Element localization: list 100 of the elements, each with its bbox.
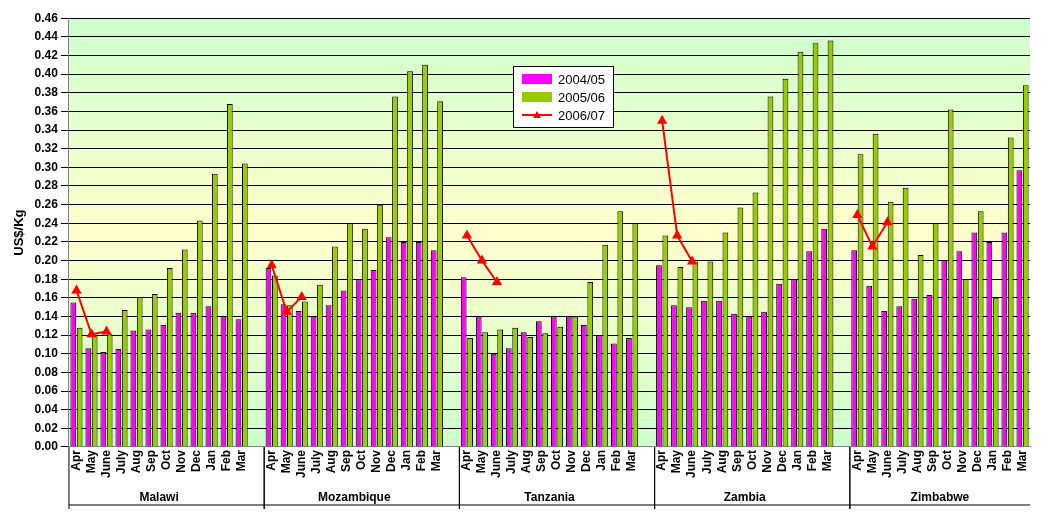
y-tick-label: 0.06: [34, 383, 59, 398]
x-tick-label: Mar: [233, 449, 248, 472]
y-tick-label: 0.14: [34, 308, 59, 323]
point: [282, 306, 292, 315]
y-tick-label: 0.34: [34, 122, 59, 137]
text: Mozambique: [317, 490, 391, 504]
y-tick-label: 0.22: [34, 234, 59, 249]
x-tick-label: Nov: [954, 449, 969, 473]
point: [672, 230, 682, 239]
x-tick-label: May: [669, 449, 684, 474]
y-tick-label: 0.16: [34, 290, 59, 305]
x-tick-label: Jan: [203, 449, 218, 471]
x-tick-label: Jan: [399, 449, 414, 471]
point: [297, 291, 307, 300]
x-tick-label: Oct: [744, 449, 759, 471]
legend-label: 2004/05: [558, 71, 605, 87]
y-axis-title: US$/Kg: [11, 209, 27, 256]
y-tick-label: 0.36: [34, 103, 59, 118]
x-tick-label: Jan: [594, 449, 609, 471]
x-tick-label: Mar: [624, 449, 639, 472]
y-tick-label: 0.42: [34, 47, 59, 62]
point: [492, 277, 502, 285]
x-tick-label: Sep: [143, 449, 158, 473]
point: [867, 241, 877, 250]
x-tick-label: July: [699, 449, 714, 475]
point: [882, 217, 892, 226]
x-tick-label: May: [864, 449, 879, 474]
x-tick-label: Sep: [924, 449, 939, 473]
legend-label: 2005/06: [558, 89, 605, 105]
text: Tanzania: [524, 490, 576, 504]
x-tick-label: Feb: [218, 449, 233, 472]
point: [267, 260, 277, 269]
x-tick-label: Oct: [939, 449, 954, 471]
x-tick-label: June: [684, 449, 699, 479]
x-tick-label: Dec: [774, 449, 789, 473]
x-tick-label: Feb: [804, 449, 819, 472]
x-tick-label: Nov: [759, 449, 774, 473]
x-tick-label: Jan: [984, 449, 999, 471]
x-tick-label: Apr: [68, 449, 83, 471]
x-tick-label: Sep: [339, 449, 354, 473]
y-tick-label: 0.00: [34, 439, 59, 454]
x-tick-label: May: [279, 449, 294, 474]
point: [477, 255, 487, 264]
x-tick-label: Feb: [609, 449, 624, 472]
x-tick-label: Oct: [549, 449, 564, 471]
y-tick-label: 0.30: [34, 159, 59, 174]
x-tick-label: Oct: [158, 449, 173, 471]
x-tick-label: Aug: [128, 449, 143, 474]
x-tick-label: Apr: [849, 449, 864, 471]
x-tick-label: Feb: [414, 449, 429, 472]
x-tick-label: Aug: [519, 449, 534, 474]
y-tick-label: 0.44: [34, 29, 59, 44]
text: Zimbabwe: [910, 490, 970, 504]
x-tick-label: Feb: [999, 449, 1014, 472]
x-tick-label: Oct: [354, 449, 369, 471]
point: [72, 285, 81, 294]
x-tick-label: May: [83, 449, 98, 474]
x-tick-label: Nov: [564, 449, 579, 473]
x-tick-label: July: [113, 449, 128, 475]
y-tick-label: 0.18: [34, 271, 59, 286]
x-tick-label: Aug: [714, 449, 729, 474]
x-tick-label: Nov: [173, 449, 188, 473]
x-tick-label: Mar: [1014, 449, 1029, 472]
x-tick-label: Sep: [729, 449, 744, 473]
point: [102, 326, 111, 335]
x-tick-label: Aug: [909, 449, 924, 474]
x-tick-label: Mar: [429, 449, 444, 472]
x-tick-label: May: [474, 449, 489, 474]
y-tick-label: 0.08: [34, 364, 59, 379]
y-tick-label: 0.24: [34, 215, 59, 230]
y-tick-label: 0.26: [34, 196, 59, 211]
x-tick-label: June: [294, 449, 309, 479]
x-tick-label: Apr: [459, 449, 474, 471]
point: [657, 115, 667, 124]
x-tick-label: Jan: [789, 449, 804, 471]
x-tick-label: June: [489, 449, 504, 479]
x-tick-label: July: [309, 449, 324, 475]
x-tick-label: Dec: [969, 449, 984, 473]
point: [462, 230, 472, 239]
y-tick-label: 0.46: [34, 10, 59, 25]
text: Malawi: [139, 490, 179, 504]
x-tick-label: June: [879, 449, 894, 479]
point: [87, 329, 96, 338]
y-tick-label: 0.32: [34, 141, 59, 156]
point: [687, 256, 697, 265]
y-tick-label: 0.12: [34, 327, 59, 342]
x-tick-label: July: [504, 449, 519, 475]
x-tick-label: July: [894, 449, 909, 475]
point: [852, 209, 862, 218]
y-tick-label: 0.40: [34, 66, 59, 81]
y-tick-label: 0.02: [34, 420, 59, 435]
x-tick-label: Dec: [384, 449, 399, 473]
x-tick-label: June: [98, 449, 113, 479]
x-tick-label: Dec: [579, 449, 594, 473]
y-tick-label: 0.38: [34, 85, 59, 100]
x-tick-label: Apr: [654, 449, 669, 471]
text: Zambia: [723, 490, 767, 504]
y-tick-label: 0.10: [34, 346, 59, 361]
legend-label: 2006/07: [558, 107, 605, 123]
x-tick-label: Sep: [534, 449, 549, 473]
